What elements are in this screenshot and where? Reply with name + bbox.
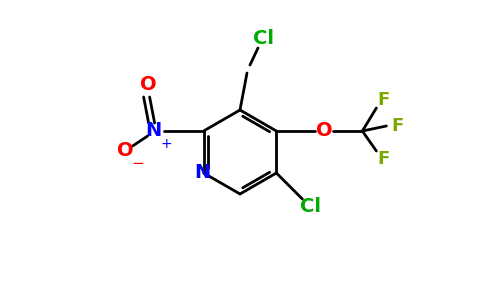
Text: Cl: Cl bbox=[254, 28, 274, 47]
Text: F: F bbox=[377, 150, 390, 168]
Text: O: O bbox=[140, 74, 157, 94]
Text: F: F bbox=[391, 117, 404, 135]
Text: +: + bbox=[161, 137, 172, 151]
Text: O: O bbox=[117, 142, 134, 160]
Text: N: N bbox=[195, 164, 211, 182]
Text: Cl: Cl bbox=[300, 197, 321, 217]
Text: O: O bbox=[316, 122, 333, 140]
Text: N: N bbox=[146, 122, 162, 140]
Text: −: − bbox=[131, 155, 144, 170]
Text: F: F bbox=[377, 91, 390, 109]
